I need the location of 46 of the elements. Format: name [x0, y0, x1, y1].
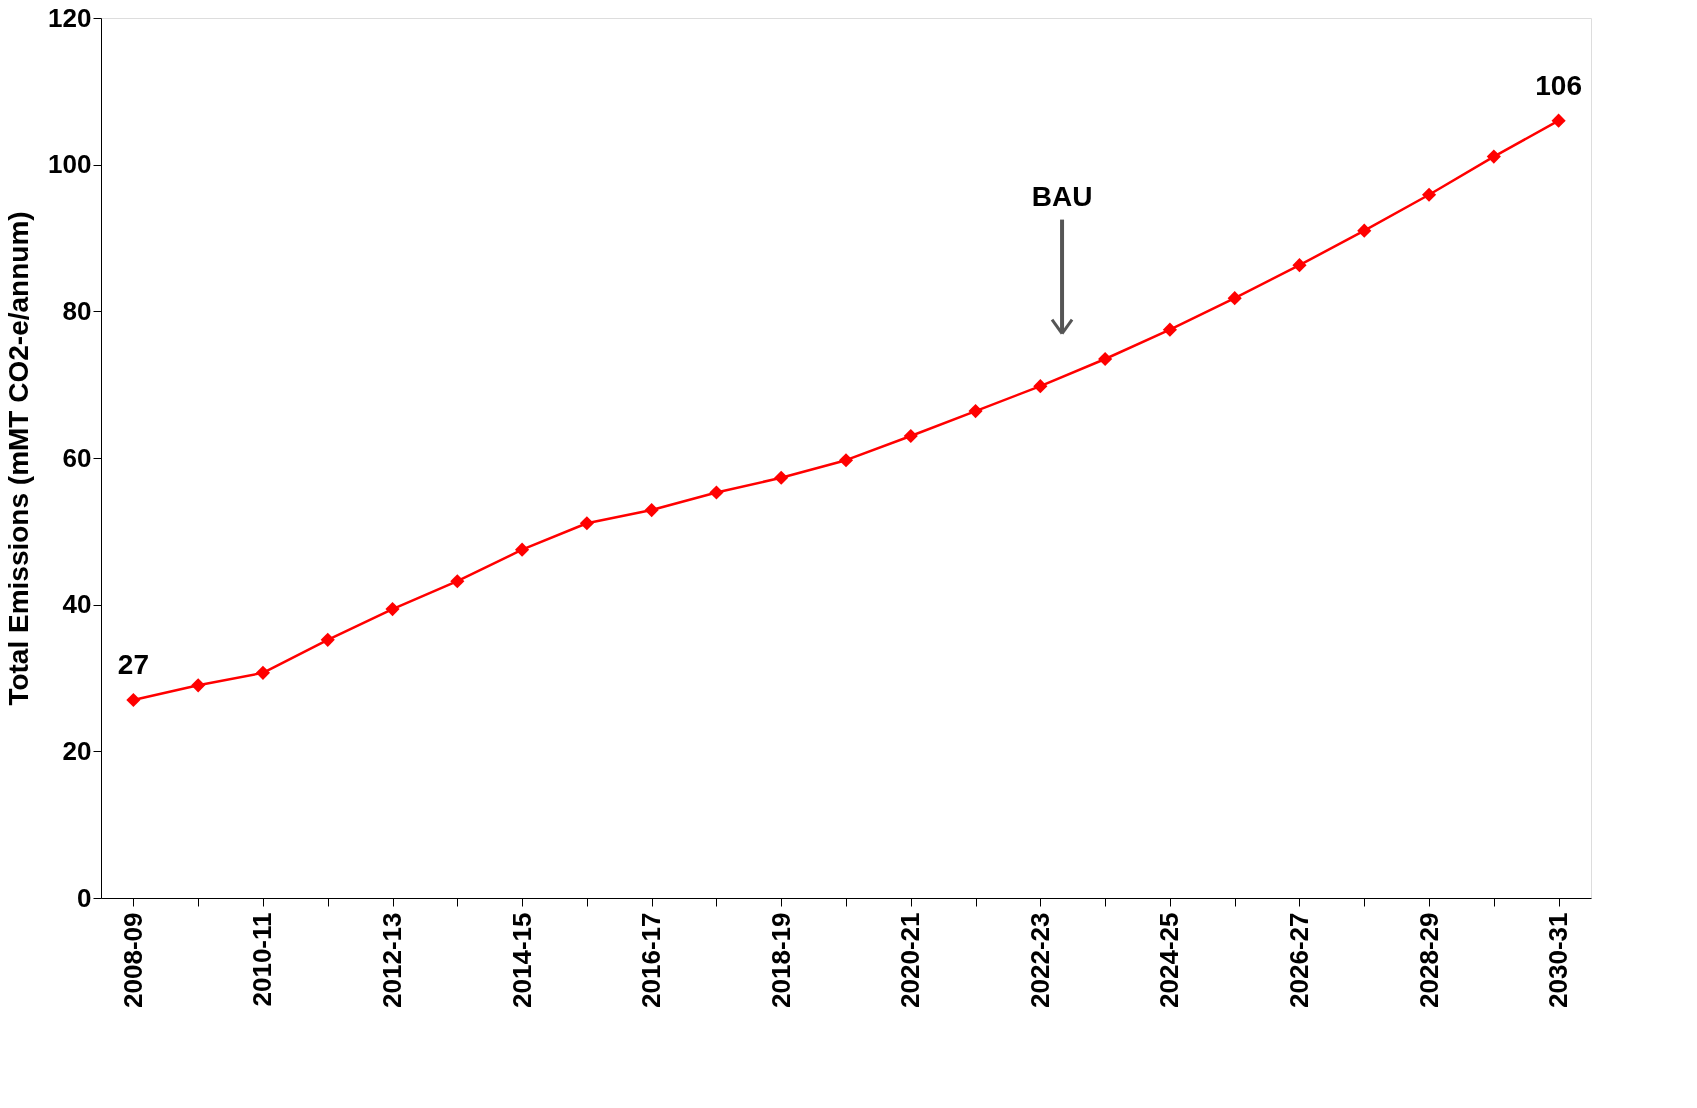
y-tick-label: 100: [48, 149, 92, 180]
y-axis-title: Total Emissions (mMT CO2-e/annum): [3, 211, 35, 706]
point: [191, 678, 206, 693]
point: [838, 453, 854, 468]
x-tick-label: 2018-19: [765, 912, 796, 1008]
data-label: 27: [117, 649, 149, 680]
data-label: 106: [1535, 69, 1582, 101]
x-tick-label: 2026-27: [1283, 912, 1314, 1008]
point: [579, 516, 594, 531]
y-tick-label: 120: [48, 2, 92, 33]
x-tick-label: 2022-23: [1024, 912, 1055, 1008]
point: [644, 503, 659, 518]
point: [1551, 113, 1566, 128]
point: [255, 665, 271, 680]
x-tick-label: 2010-11: [247, 912, 278, 1007]
point: [709, 485, 724, 500]
point: [1162, 322, 1177, 337]
point: [126, 692, 141, 708]
x-tick-label: 2012-13: [377, 912, 408, 1008]
x-tick-label: 2016-17: [636, 912, 667, 1008]
x-tick-label: 2008-09: [117, 912, 148, 1008]
point: [320, 632, 335, 647]
y-tick-label: 80: [62, 295, 92, 326]
point: [774, 470, 789, 485]
x-tick-label: 2028-29: [1413, 912, 1444, 1008]
point: [385, 602, 400, 617]
y-tick-label: 40: [62, 589, 92, 620]
annotation: BAU: [1031, 180, 1093, 212]
x-tick-label: 2024-25: [1154, 912, 1185, 1008]
point: [1421, 187, 1437, 202]
point: [450, 574, 465, 589]
point: [903, 428, 918, 444]
point: [1486, 149, 1501, 164]
point: [1357, 223, 1372, 238]
x-tick-label: 2014-15: [506, 912, 537, 1008]
y-tick-label: 60: [62, 442, 92, 473]
point: [515, 542, 530, 557]
point: [1098, 351, 1113, 367]
y-tick-label: 0: [77, 882, 92, 913]
point: [1033, 379, 1048, 394]
y-tick-label: 20: [62, 735, 92, 766]
x-tick-label: 2020-21: [895, 912, 926, 1008]
x-tick-label: 2030-31: [1543, 912, 1574, 1008]
point: [968, 404, 983, 419]
point: [1227, 291, 1242, 306]
point: [1292, 258, 1307, 273]
